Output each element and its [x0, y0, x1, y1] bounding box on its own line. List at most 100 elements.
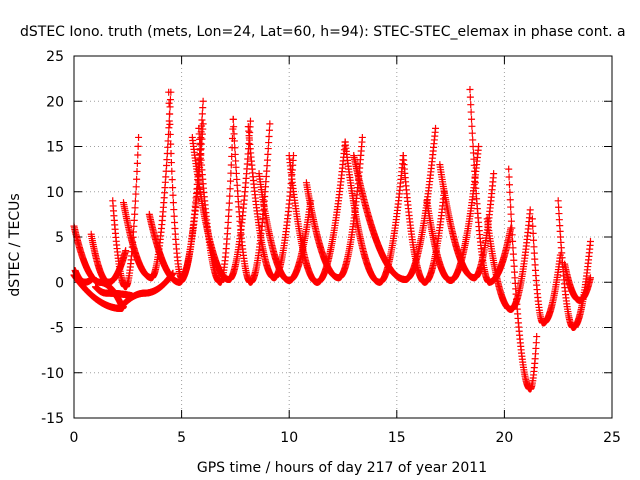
x-tick-label: 25 [603, 430, 621, 446]
data-point [505, 173, 513, 181]
tick-labels: 0 5 10 15 20 25 -15 -10 -5 0 5 10 15 20 25 [41, 49, 621, 446]
data-point [509, 250, 517, 258]
data-point [506, 196, 514, 204]
data-point [586, 274, 594, 282]
arc-series [285, 138, 349, 286]
data-points [70, 85, 594, 393]
data-point [165, 110, 173, 118]
data-point [89, 274, 97, 282]
data-point [264, 150, 272, 158]
data-point [230, 130, 238, 138]
data-point [168, 167, 176, 175]
x-tick-label: 0 [70, 430, 79, 446]
data-point [265, 126, 273, 134]
data-point [170, 206, 178, 214]
data-point [170, 212, 178, 220]
data-point [469, 143, 477, 151]
data-point [133, 159, 141, 167]
arc-series [561, 260, 594, 304]
arc-series [165, 88, 207, 282]
data-point [555, 216, 563, 224]
data-point [227, 177, 235, 185]
data-point [229, 115, 237, 123]
data-point [232, 169, 240, 177]
data-point [507, 217, 515, 225]
y-tick-label: 5 [55, 230, 64, 246]
x-tick-label: 15 [388, 430, 406, 446]
data-point [466, 93, 474, 101]
data-point [510, 262, 518, 270]
x-tick-label: 20 [495, 430, 513, 446]
arc-series [554, 197, 594, 331]
data-point [555, 210, 563, 218]
data-point [532, 339, 540, 347]
data-point [199, 104, 207, 112]
data-point [468, 129, 476, 137]
data-point [530, 243, 538, 251]
data-point [135, 133, 143, 141]
data-point [470, 161, 478, 169]
y-tick-label: 0 [55, 275, 64, 291]
data-point [134, 151, 142, 159]
data-point [467, 108, 475, 116]
arc-series [244, 123, 298, 282]
y-tick-label: -15 [41, 411, 64, 427]
data-point [265, 139, 273, 147]
data-point [167, 150, 175, 158]
data-point [468, 115, 476, 123]
data-point [230, 137, 238, 145]
y-tick-label: 15 [46, 140, 64, 156]
arc-series [466, 85, 515, 286]
data-point [505, 165, 513, 173]
data-point [509, 237, 517, 245]
data-point [232, 163, 240, 171]
data-point [163, 161, 171, 169]
data-point [510, 256, 518, 264]
data-point [122, 247, 130, 255]
data-point [132, 183, 140, 191]
data-point [198, 110, 206, 118]
arc-series [117, 269, 177, 311]
data-point [198, 116, 206, 124]
data-point [171, 219, 179, 227]
data-point [232, 157, 240, 165]
arc-series [505, 165, 541, 393]
arc-series [528, 215, 564, 327]
data-point [134, 142, 142, 150]
data-point [508, 224, 516, 232]
data-point [169, 191, 177, 199]
data-point [466, 85, 474, 93]
y-tick-label: -5 [50, 321, 64, 337]
data-point [226, 185, 234, 193]
y-axis-label: dSTEC / TECUs [7, 193, 23, 296]
data-point [133, 167, 141, 175]
data-point [166, 96, 174, 104]
data-point [508, 231, 516, 239]
data-point [167, 140, 175, 148]
chart-title: dSTEC Iono. truth (mets, Lon=24, Lat=60,… [20, 24, 626, 40]
data-point [530, 249, 538, 257]
data-point [533, 333, 541, 341]
data-point [470, 155, 478, 163]
data-point [358, 133, 366, 141]
data-point [529, 222, 537, 230]
data-point [231, 150, 239, 158]
data-point [264, 145, 272, 153]
arc-series [483, 206, 534, 313]
data-point [528, 215, 536, 223]
data-point [505, 181, 513, 189]
data-point [131, 210, 139, 218]
arc-series [350, 124, 440, 284]
data-point [555, 203, 563, 211]
plot-frame [73, 55, 613, 419]
data-point [166, 130, 174, 138]
data-point [166, 120, 174, 128]
data-point [225, 206, 233, 214]
data-point [165, 124, 173, 132]
x-axis-label: GPS time / hours of day 217 of year 2011 [197, 460, 487, 476]
data-point [530, 236, 538, 244]
y-tick-label: -10 [41, 366, 64, 382]
data-point [266, 120, 274, 128]
